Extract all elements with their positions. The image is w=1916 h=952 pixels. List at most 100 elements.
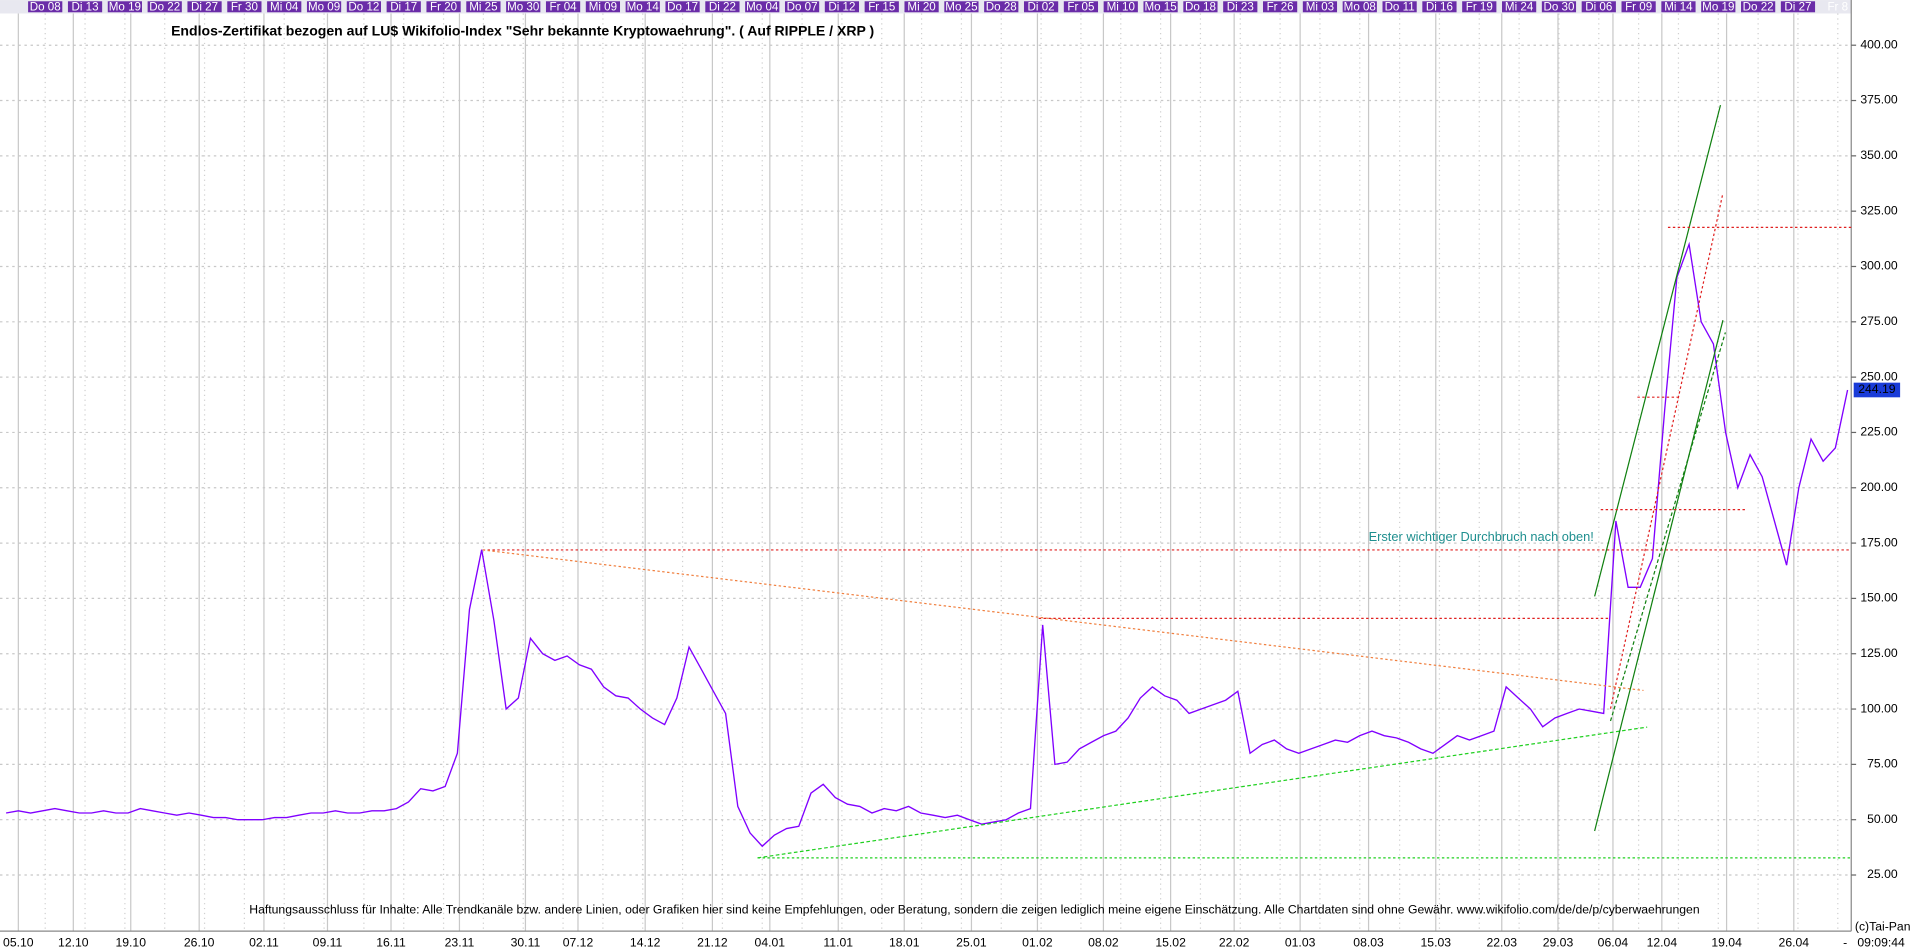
top-label: Mo 19 — [109, 0, 141, 13]
y-tick-label: 50.00 — [1867, 812, 1898, 826]
top-label: Mo 14 — [627, 0, 660, 13]
top-label: Mo 15 — [1144, 0, 1176, 13]
top-label-box — [28, 1, 63, 13]
top-label-box — [346, 1, 382, 13]
top-label-box — [585, 1, 621, 13]
top-label: Mo 08 — [1344, 0, 1376, 13]
y-tick-label: 300.00 — [1860, 259, 1898, 273]
top-label-box — [466, 1, 501, 13]
x-tick-label: 15.02 — [1155, 936, 1186, 950]
top-label: Mi 14 — [1664, 0, 1693, 13]
x-tick-label: 22.02 — [1219, 936, 1250, 950]
top-label-box — [1262, 1, 1298, 13]
top-label-box — [665, 1, 700, 13]
top-label-box — [306, 1, 342, 13]
y-tick-label: 25.00 — [1867, 867, 1898, 881]
trend-line — [757, 726, 1648, 859]
top-label: Di 06 — [1585, 0, 1612, 13]
y-tick-label: 175.00 — [1860, 535, 1898, 549]
top-label-box — [1701, 1, 1736, 13]
top-label-box — [1023, 1, 1059, 13]
x-tick-label: 06.04 — [1598, 936, 1629, 950]
top-label-box — [1223, 1, 1258, 13]
top-label: Do 17 — [667, 0, 698, 13]
copyright: (c)Tai-Pan — [1855, 920, 1911, 934]
x-tick-label: 19.04 — [1711, 936, 1742, 950]
y-tick-label: 400.00 — [1860, 37, 1898, 51]
y-tick-label: 225.00 — [1860, 425, 1898, 439]
top-label-box — [147, 1, 182, 13]
x-tick-label: 14.12 — [630, 936, 661, 950]
top-label-box — [426, 1, 461, 13]
top-label: Do 07 — [787, 0, 818, 13]
top-label: Fr 15 — [868, 0, 895, 13]
last-price-label: 244.19 — [1858, 382, 1896, 396]
top-label: Mo 04 — [746, 0, 779, 13]
top-label: Mi 04 — [270, 0, 299, 13]
top-label-box — [784, 1, 820, 13]
top-label-box — [1342, 1, 1377, 13]
top-label: Di 02 — [1028, 0, 1055, 13]
top-label-box — [944, 1, 979, 13]
top-label-box — [386, 1, 421, 13]
top-label-box — [1661, 1, 1696, 13]
top-label: Do 18 — [1185, 0, 1216, 13]
x-tick-label: 08.02 — [1088, 936, 1119, 950]
top-label: Fr 26 — [1267, 0, 1294, 13]
x-tick-label: 01.02 — [1022, 936, 1053, 950]
top-label: Fr 04 — [550, 0, 578, 13]
y-tick-label: 100.00 — [1860, 701, 1898, 715]
top-label: Fr 8 — [1827, 0, 1848, 13]
top-label: Di 12 — [828, 0, 855, 13]
top-label: Mi 20 — [907, 0, 935, 13]
top-label-box — [1741, 1, 1776, 13]
top-label-box — [107, 1, 142, 13]
top-label: Di 16 — [1426, 0, 1453, 13]
x-tick-label: 09.11 — [313, 936, 343, 950]
top-label-box — [1143, 1, 1178, 13]
x-tick-label: 07.12 — [563, 936, 594, 950]
y-tick-label: 275.00 — [1860, 314, 1898, 328]
top-label-box — [1581, 1, 1616, 13]
top-label: Do 30 — [1543, 0, 1574, 13]
top-label: Do 12 — [348, 0, 379, 13]
x-tick-label: 12.04 — [1647, 936, 1678, 950]
top-label: Do 11 — [1385, 0, 1415, 13]
top-label: Mo 25 — [945, 0, 977, 13]
x-tick-label: 12.10 — [58, 936, 89, 950]
x-tick-label: 11.01 — [823, 936, 853, 950]
top-label-box — [824, 1, 860, 13]
x-tick-label: 19.10 — [115, 936, 146, 950]
top-label: Mi 03 — [1306, 0, 1334, 13]
trend-line — [1594, 320, 1724, 832]
top-label: Do 22 — [149, 0, 180, 13]
x-tick-label: 02.11 — [249, 936, 279, 950]
trend-lines — [482, 104, 1852, 859]
trend-line — [482, 549, 1644, 692]
top-label-box — [1780, 1, 1816, 13]
top-label: Mo 19 — [1702, 0, 1734, 13]
top-label: Mi 09 — [589, 0, 617, 13]
top-label-box — [545, 1, 581, 13]
x-tick-label: 05.10 — [3, 936, 34, 950]
top-label-box — [984, 1, 1019, 13]
x-tick-label: 15.03 — [1421, 936, 1452, 950]
price-line — [5, 241, 1849, 848]
time: 09:09:44 — [1857, 936, 1905, 950]
top-label: Do 22 — [1743, 0, 1774, 13]
y-tick-label: 350.00 — [1860, 148, 1898, 162]
top-label: Mi 25 — [469, 0, 497, 13]
top-label: Di 13 — [72, 0, 99, 13]
top-label-box — [1422, 1, 1457, 13]
top-label: Do 28 — [986, 0, 1017, 13]
top-label-box — [1103, 1, 1138, 13]
x-tick-label: 21.12 — [697, 936, 728, 950]
x-tick-label: 26.04 — [1779, 936, 1810, 950]
top-label: Mo 30 — [507, 0, 539, 13]
y-tick-label: 75.00 — [1867, 757, 1898, 771]
top-label: Fr 05 — [1067, 0, 1094, 13]
top-label: Di 27 — [191, 0, 218, 13]
chart-title: Endlos-Zertifikat bezogen auf LU$ Wikifo… — [171, 23, 874, 39]
